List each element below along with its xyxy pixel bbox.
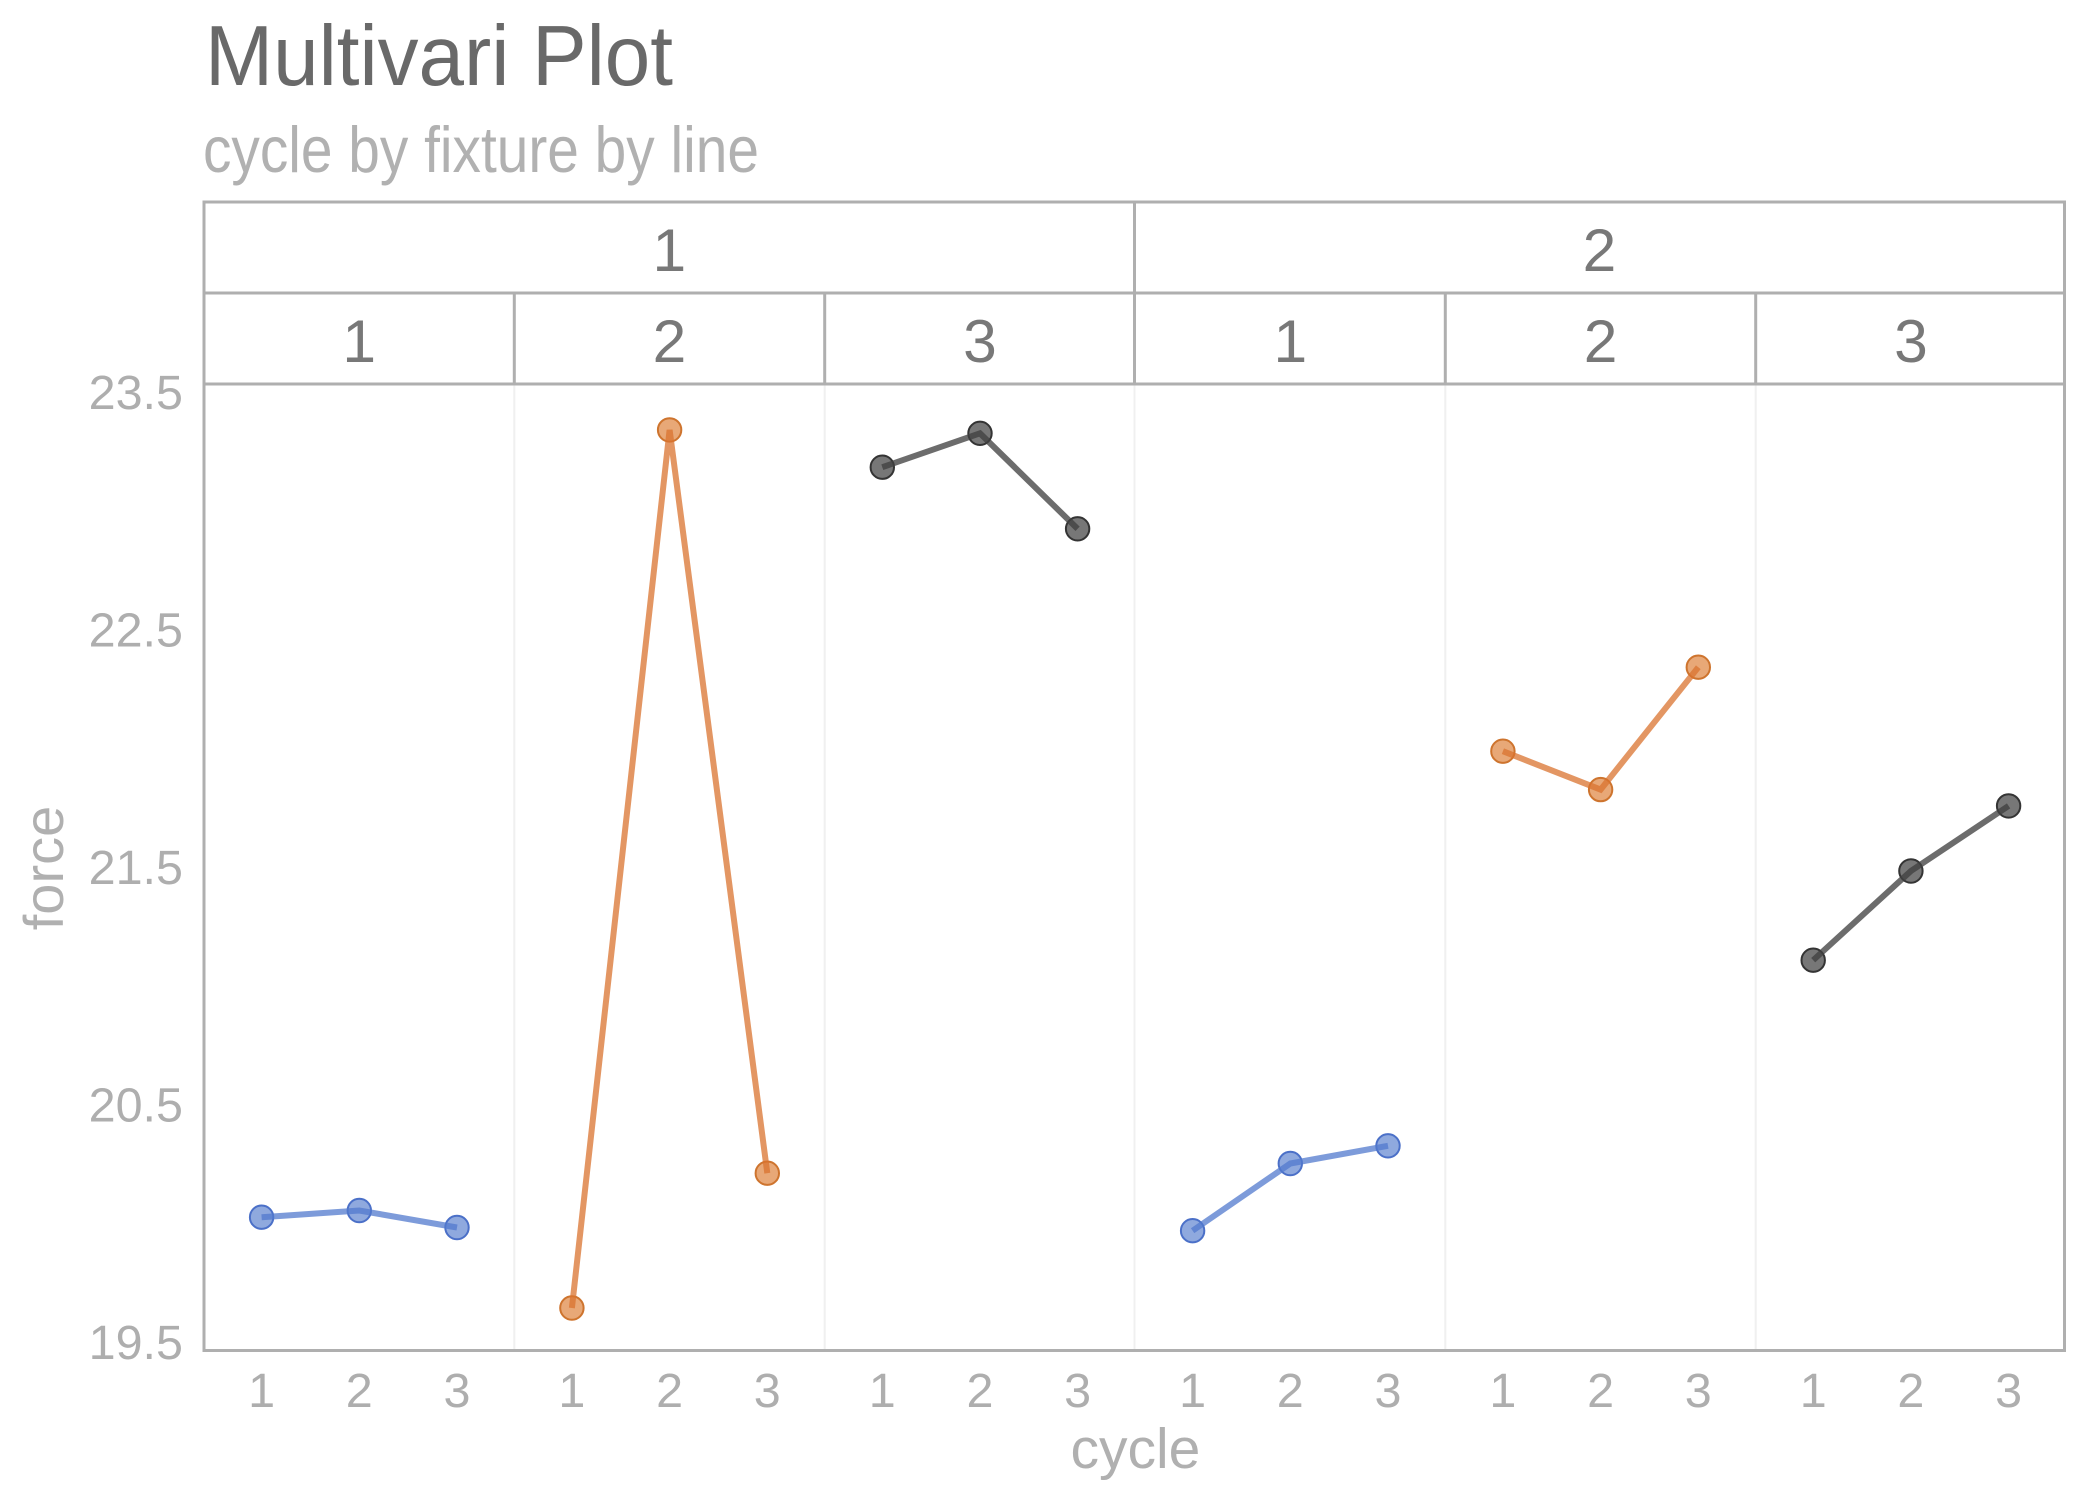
svg-text:1: 1 xyxy=(1273,307,1307,375)
svg-text:cycle by fixture by line: cycle by fixture by line xyxy=(203,113,759,186)
svg-text:3: 3 xyxy=(1064,1364,1091,1418)
svg-text:2: 2 xyxy=(1583,216,1617,284)
svg-text:1: 1 xyxy=(342,307,376,375)
svg-text:1: 1 xyxy=(248,1364,275,1418)
svg-text:Multivari Plot: Multivari Plot xyxy=(205,9,673,104)
svg-text:3: 3 xyxy=(1375,1364,1402,1418)
svg-text:1: 1 xyxy=(558,1364,585,1418)
svg-text:1: 1 xyxy=(869,1364,896,1418)
svg-text:2: 2 xyxy=(1587,1364,1614,1418)
svg-text:2: 2 xyxy=(967,1364,994,1418)
svg-text:2: 2 xyxy=(346,1364,373,1418)
svg-text:1: 1 xyxy=(1489,1364,1516,1418)
svg-text:1: 1 xyxy=(1800,1364,1827,1418)
svg-text:3: 3 xyxy=(963,307,997,375)
svg-text:22.5: 22.5 xyxy=(89,604,183,658)
svg-text:23.5: 23.5 xyxy=(89,366,183,420)
svg-text:3: 3 xyxy=(1685,1364,1712,1418)
svg-text:2: 2 xyxy=(656,1364,683,1418)
svg-text:2: 2 xyxy=(1584,307,1618,375)
svg-text:3: 3 xyxy=(754,1364,781,1418)
svg-text:2: 2 xyxy=(1277,1364,1304,1418)
svg-text:force: force xyxy=(12,806,75,931)
svg-text:2: 2 xyxy=(1897,1364,1924,1418)
svg-text:3: 3 xyxy=(1894,307,1928,375)
svg-text:19.5: 19.5 xyxy=(89,1316,183,1370)
svg-text:3: 3 xyxy=(1995,1364,2022,1418)
svg-text:1: 1 xyxy=(1179,1364,1206,1418)
svg-text:cycle: cycle xyxy=(1070,1417,1200,1481)
svg-text:2: 2 xyxy=(653,307,687,375)
svg-text:3: 3 xyxy=(444,1364,471,1418)
svg-text:1: 1 xyxy=(652,216,686,284)
svg-text:21.5: 21.5 xyxy=(89,841,183,895)
svg-text:20.5: 20.5 xyxy=(89,1079,183,1133)
